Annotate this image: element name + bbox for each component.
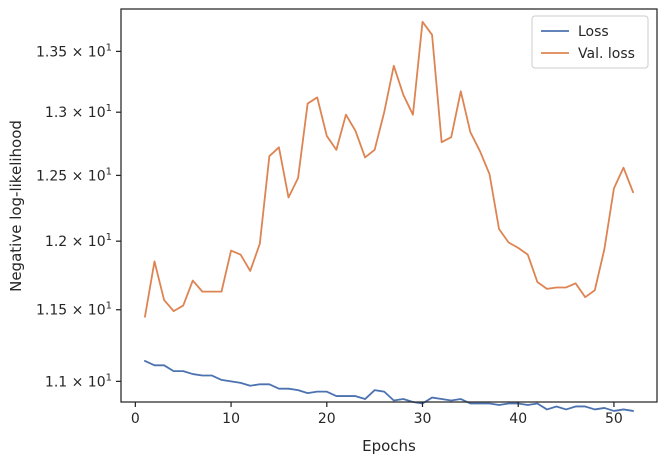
x-ticks: 0 10 20 30 40 50 (131, 402, 623, 427)
series-line-0 (144, 360, 634, 412)
legend: Loss Val. loss (531, 15, 649, 69)
legend-box (531, 15, 649, 69)
x-tick-label: 40 (509, 411, 527, 427)
series-line-1 (144, 20, 634, 318)
legend-label-1: Val. loss (578, 46, 635, 62)
y-axis-label: Negative log-likelihood (7, 120, 25, 292)
y-tick-label: 1.2 × 101 (45, 232, 112, 250)
x-tick-label: 20 (318, 411, 336, 427)
x-axis-label: Epochs (362, 437, 416, 455)
y-tick-label: 1.25 × 101 (36, 166, 112, 184)
y-tick-label: 1.15 × 101 (36, 301, 112, 319)
x-tick-label: 50 (605, 411, 623, 427)
y-tick-label: 1.35 × 101 (36, 42, 112, 60)
y-tick-label: 1.3 × 101 (45, 103, 112, 121)
plot-frame (120, 8, 658, 403)
legend-label-0: Loss (578, 24, 609, 40)
y-tick-label: 1.1 × 101 (45, 372, 112, 390)
x-tick-label: 10 (222, 411, 240, 427)
x-tick-label: 0 (131, 411, 140, 427)
y-ticks: 1.1 × 101 1.15 × 101 1.2 × 101 1.25 × 101 1.… (36, 42, 121, 390)
x-tick-label: 30 (414, 411, 432, 427)
series-layer (144, 20, 634, 412)
